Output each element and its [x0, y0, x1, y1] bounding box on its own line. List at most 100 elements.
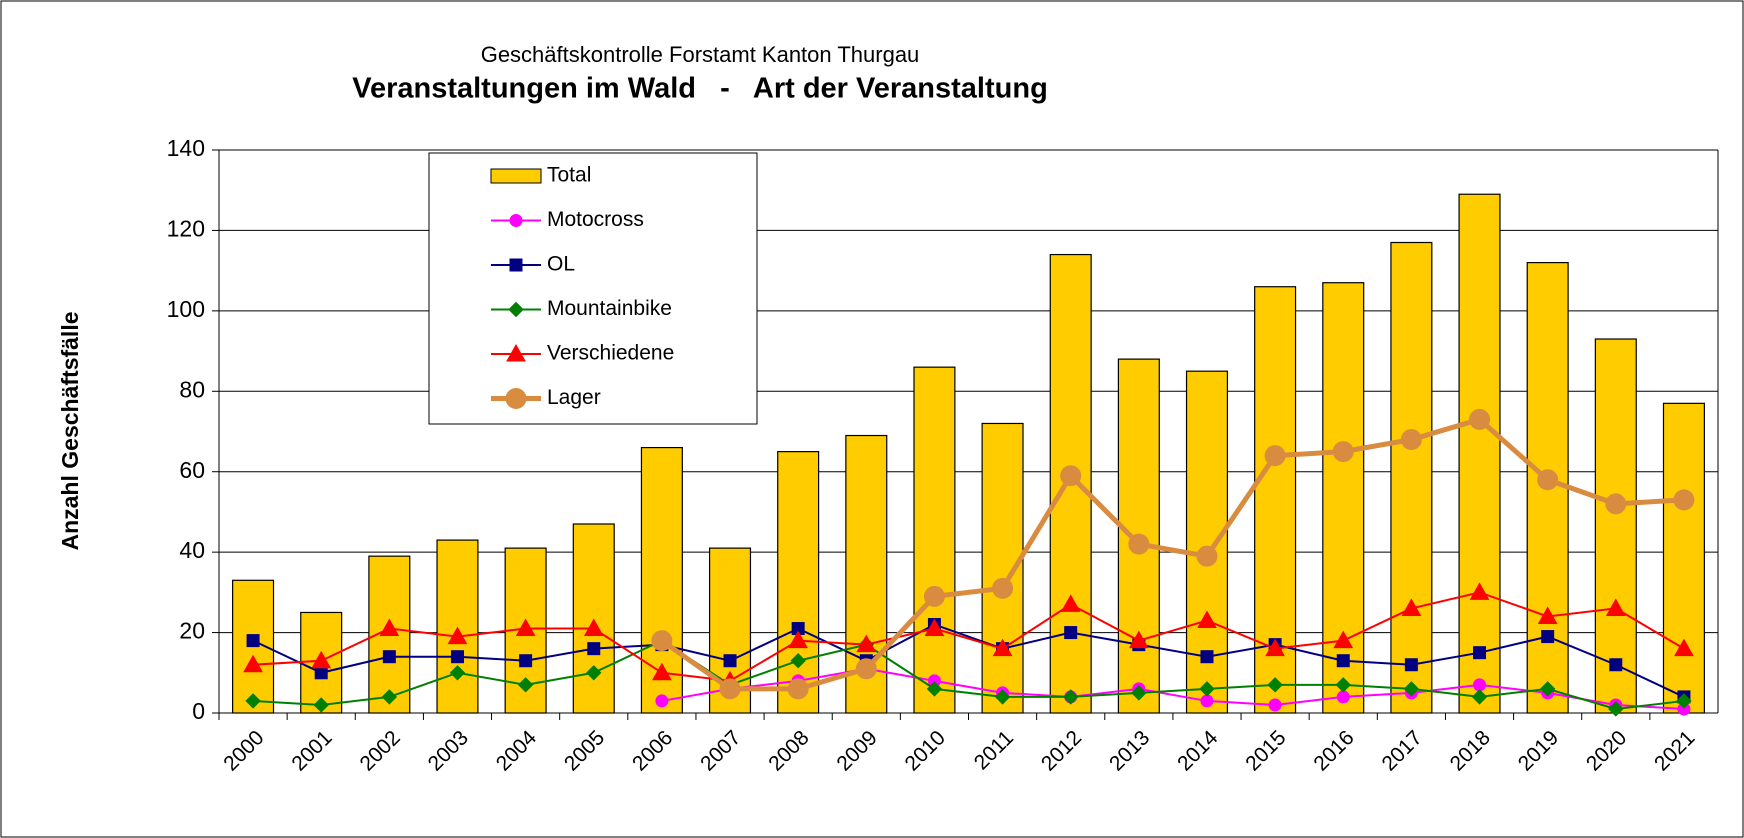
- bar: [913, 366, 956, 714]
- point: [314, 666, 328, 680]
- chart-title: Veranstaltungen im Wald - Art der Verans…: [352, 73, 1048, 105]
- y-tick-label: 60: [179, 457, 205, 483]
- point: [506, 343, 526, 362]
- bar: [572, 523, 615, 714]
- y-tick-label: 100: [167, 296, 205, 322]
- y-tick-label: 140: [167, 135, 205, 161]
- point: [1539, 681, 1556, 697]
- point: [856, 634, 877, 653]
- point: [992, 577, 1014, 599]
- point: [1128, 630, 1149, 649]
- legend-label: Lager: [547, 386, 601, 409]
- point: [587, 642, 601, 656]
- point: [1404, 658, 1418, 672]
- series-line: [660, 416, 1685, 692]
- bar: [1594, 338, 1637, 714]
- point: [1268, 698, 1282, 712]
- legend-label: Motocross: [547, 208, 644, 231]
- point: [509, 258, 523, 272]
- point: [1605, 598, 1626, 616]
- point: [1473, 678, 1487, 692]
- point: [1403, 681, 1420, 697]
- point: [1200, 694, 1214, 708]
- point: [517, 677, 534, 693]
- point: [381, 689, 398, 705]
- y-tick-label: 120: [167, 216, 205, 242]
- y-tick-label: 0: [192, 698, 205, 724]
- point: [447, 626, 468, 645]
- point: [245, 693, 261, 709]
- bar: [777, 451, 820, 714]
- point: [246, 634, 260, 648]
- point: [1197, 610, 1217, 629]
- point: [1060, 465, 1082, 487]
- series-line: [252, 623, 1685, 698]
- point: [1537, 606, 1558, 624]
- point: [719, 678, 741, 700]
- point: [509, 214, 523, 227]
- point: [1062, 689, 1079, 705]
- point: [1128, 533, 1150, 555]
- point: [449, 665, 466, 681]
- point: [652, 662, 672, 681]
- point: [1264, 445, 1286, 467]
- series-line: [253, 639, 1685, 710]
- point: [855, 658, 877, 680]
- chart-subtitle: Geschäftskontrolle Forstamt Kanton Thurg…: [481, 42, 920, 67]
- bar: [1322, 282, 1365, 714]
- y-tick-label: 40: [179, 537, 205, 563]
- point: [1200, 650, 1214, 664]
- point: [1265, 638, 1285, 657]
- bar: [1390, 241, 1433, 714]
- legend-swatch: [490, 168, 542, 184]
- point: [1196, 545, 1218, 567]
- point: [1673, 489, 1695, 511]
- point: [382, 650, 396, 664]
- point: [655, 694, 669, 708]
- point: [1674, 638, 1694, 657]
- point: [1336, 690, 1350, 704]
- point: [1335, 677, 1351, 693]
- point: [1473, 646, 1487, 660]
- point: [1400, 429, 1422, 451]
- legend-label: Mountainbike: [547, 297, 672, 320]
- legend-label: Verschiedene: [547, 342, 674, 365]
- legend-box: [428, 152, 758, 425]
- point: [379, 618, 400, 637]
- bar: [1458, 193, 1501, 714]
- point: [1060, 594, 1081, 612]
- point: [924, 618, 945, 637]
- point: [1131, 685, 1147, 701]
- point: [450, 650, 464, 664]
- point: [1333, 630, 1354, 649]
- point: [1608, 701, 1624, 717]
- y-axis-label: Anzahl Geschäftsfälle: [57, 311, 83, 550]
- point: [1401, 598, 1422, 616]
- legend: Total Motocross OL Mountainbike Verschiedene…: [428, 152, 758, 425]
- bar: [1662, 402, 1705, 714]
- point: [1605, 493, 1627, 515]
- point: [790, 653, 806, 669]
- point: [788, 630, 809, 649]
- point: [1609, 658, 1623, 672]
- point: [992, 638, 1013, 657]
- point: [1537, 469, 1559, 491]
- point: [505, 388, 527, 409]
- point: [519, 654, 533, 668]
- point: [1267, 677, 1283, 693]
- point: [1541, 630, 1555, 644]
- point: [1471, 689, 1488, 705]
- point: [651, 630, 673, 652]
- point: [1199, 681, 1215, 697]
- point: [1064, 626, 1078, 640]
- series-line: [661, 667, 1684, 710]
- point: [515, 618, 536, 637]
- y-tick-label: 80: [179, 376, 205, 402]
- bar: [436, 539, 479, 714]
- point: [926, 681, 943, 697]
- point: [508, 301, 524, 318]
- point: [1469, 408, 1491, 430]
- point: [1469, 582, 1490, 600]
- point: [243, 654, 263, 673]
